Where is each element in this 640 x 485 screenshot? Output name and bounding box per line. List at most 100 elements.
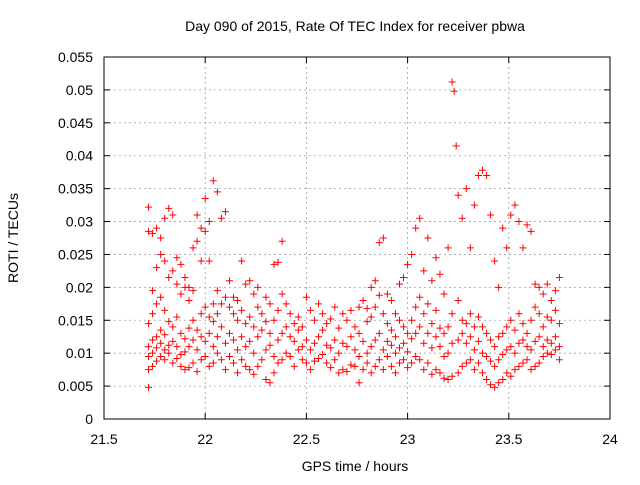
data-point — [242, 362, 250, 370]
data-point — [153, 224, 161, 232]
data-point — [527, 227, 535, 235]
data-point — [173, 313, 181, 321]
data-point — [246, 313, 254, 321]
data-point — [359, 337, 367, 345]
data-point — [157, 293, 165, 301]
data-point — [462, 339, 470, 347]
data-point — [149, 349, 157, 357]
data-point — [379, 366, 387, 374]
y-tick-label: 0.005 — [58, 378, 93, 394]
data-point — [339, 339, 347, 347]
data-point — [282, 323, 290, 331]
data-point — [161, 257, 169, 265]
data-point — [412, 224, 420, 232]
data-point — [436, 324, 444, 332]
data-point — [470, 346, 478, 354]
data-point — [404, 329, 412, 337]
data-point — [225, 303, 233, 311]
data-point — [367, 369, 375, 377]
data-point — [363, 349, 371, 357]
data-point — [169, 337, 177, 345]
data-point — [153, 333, 161, 341]
data-point — [519, 359, 527, 367]
data-point — [173, 280, 181, 288]
data-point — [424, 234, 432, 242]
data-point — [535, 283, 543, 291]
data-point — [454, 369, 462, 377]
data-point — [274, 336, 282, 344]
data-point — [290, 320, 298, 328]
data-point — [221, 293, 229, 301]
data-point — [225, 277, 233, 285]
data-point — [507, 316, 515, 324]
data-point — [177, 290, 185, 298]
data-point — [424, 359, 432, 367]
data-point — [487, 357, 495, 365]
data-point — [209, 300, 217, 308]
data-point — [153, 264, 161, 272]
data-point — [474, 313, 482, 321]
data-point — [396, 280, 404, 288]
y-tick-label: 0.05 — [66, 82, 93, 98]
data-point — [483, 352, 491, 360]
data-point — [383, 320, 391, 328]
data-point — [499, 376, 507, 384]
data-point — [173, 343, 181, 351]
data-point — [165, 273, 173, 281]
data-point — [448, 339, 456, 347]
y-tick-label: 0.01 — [66, 345, 93, 361]
data-point — [428, 277, 436, 285]
data-point — [335, 369, 343, 377]
data-point — [371, 362, 379, 370]
data-point — [440, 290, 448, 298]
grid-lines — [104, 57, 610, 419]
data-point — [499, 350, 507, 358]
data-point — [495, 356, 503, 364]
data-points — [145, 78, 563, 391]
data-point — [157, 352, 165, 360]
data-point — [181, 273, 189, 281]
data-point — [404, 348, 412, 356]
data-point — [290, 362, 298, 370]
data-point — [555, 320, 563, 328]
data-point — [499, 224, 507, 232]
data-point — [165, 318, 173, 326]
data-point — [185, 364, 193, 372]
x-tick-label: 22 — [197, 431, 213, 447]
data-point — [145, 366, 153, 374]
data-point — [424, 300, 432, 308]
data-point — [420, 366, 428, 374]
data-point — [217, 323, 225, 331]
data-point — [474, 337, 482, 345]
data-point — [254, 333, 262, 341]
data-point — [507, 372, 515, 380]
data-point — [371, 336, 379, 344]
data-point — [282, 349, 290, 357]
data-point — [371, 277, 379, 285]
data-point — [157, 234, 165, 242]
data-point — [165, 341, 173, 349]
data-point — [523, 356, 531, 364]
data-point — [515, 218, 523, 226]
data-point — [331, 336, 339, 344]
data-point — [153, 344, 161, 352]
data-point — [440, 329, 448, 337]
data-point — [507, 343, 515, 351]
data-point — [527, 366, 535, 374]
data-point — [454, 191, 462, 199]
data-point — [487, 381, 495, 389]
data-point — [519, 320, 527, 328]
data-point — [250, 349, 258, 357]
data-point — [201, 337, 209, 345]
data-point — [462, 185, 470, 193]
data-point — [458, 316, 466, 324]
data-point — [448, 78, 456, 86]
data-point — [483, 171, 491, 179]
data-point — [503, 244, 511, 252]
data-point — [503, 346, 511, 354]
data-point — [181, 335, 189, 343]
data-point — [266, 379, 274, 387]
data-point — [478, 166, 486, 174]
data-point — [266, 300, 274, 308]
data-point — [535, 359, 543, 367]
